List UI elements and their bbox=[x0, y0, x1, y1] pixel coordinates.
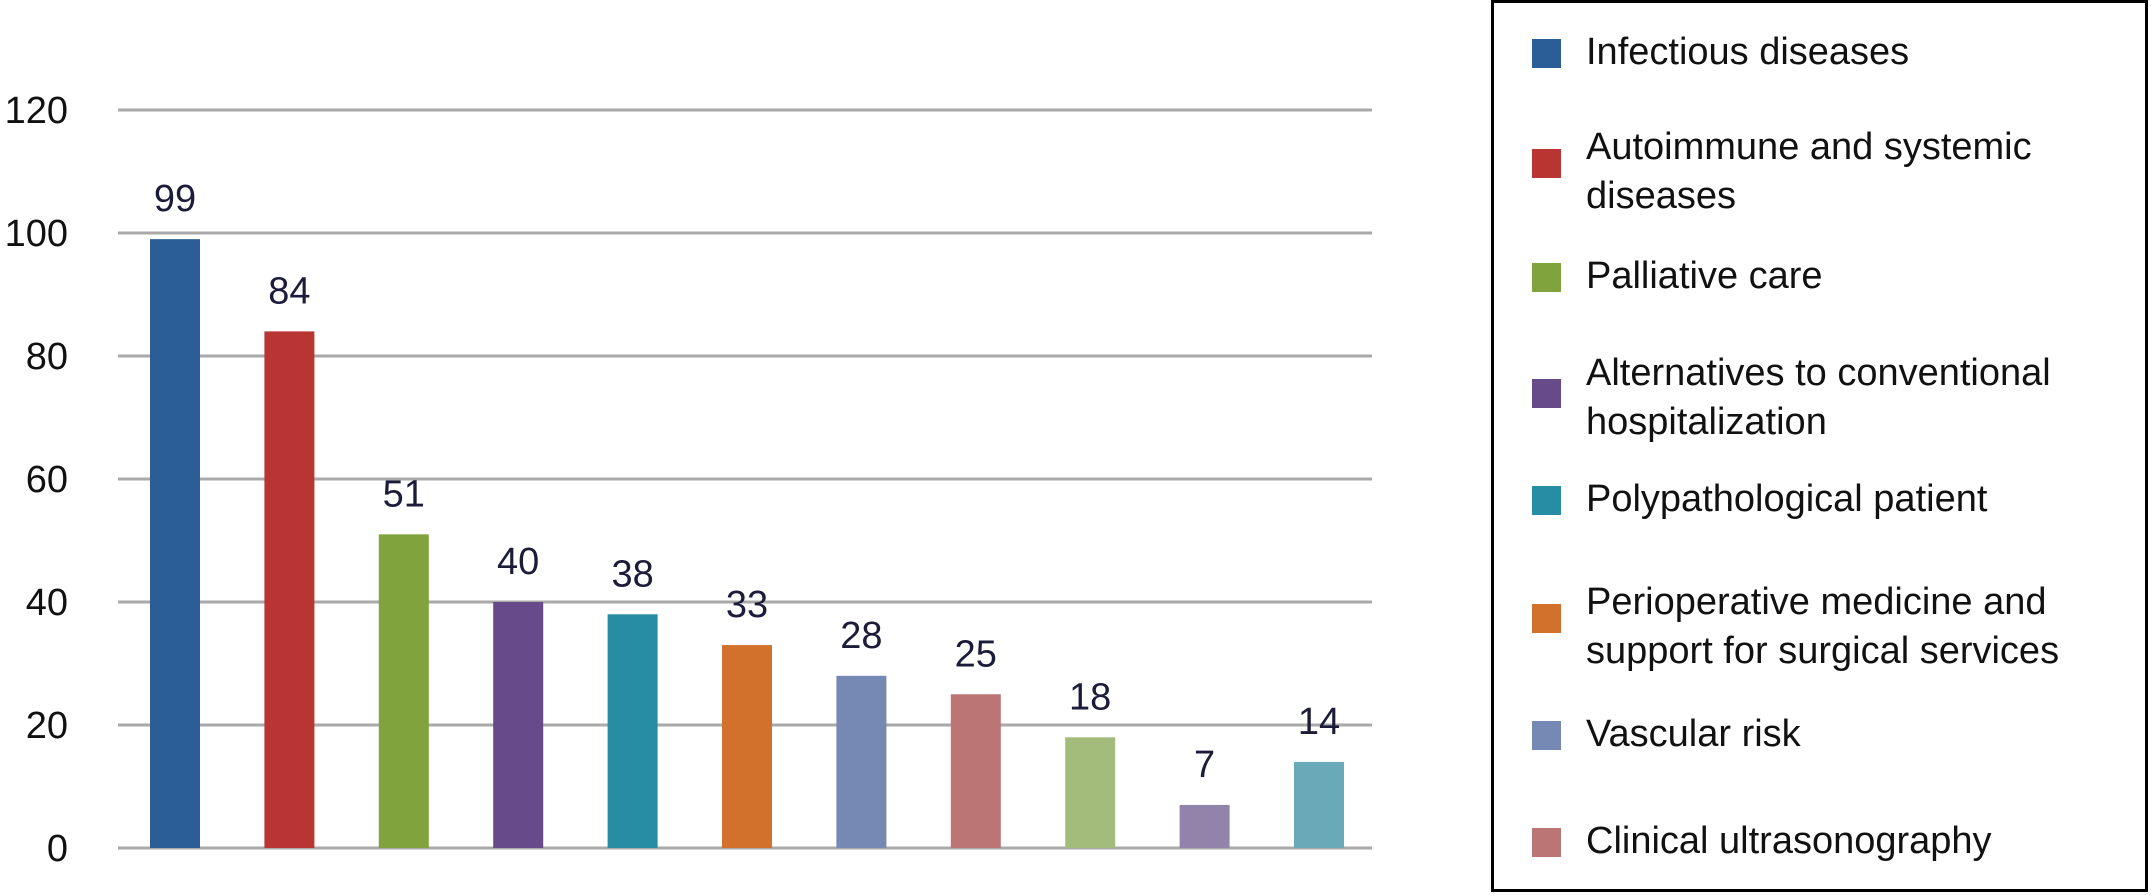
bar bbox=[607, 614, 658, 848]
y-tick-label: 120 bbox=[5, 90, 68, 132]
legend-swatch bbox=[1532, 263, 1561, 292]
bar-value-label: 99 bbox=[154, 178, 196, 220]
y-tick-label: 40 bbox=[26, 582, 68, 624]
bar-value-label: 28 bbox=[840, 615, 882, 657]
legend-label: Autoimmune and systemic diseases bbox=[1586, 126, 2032, 217]
bar-value-label: 33 bbox=[726, 584, 768, 626]
bar bbox=[722, 645, 772, 848]
bar bbox=[493, 602, 544, 848]
legend-swatch bbox=[1532, 604, 1561, 633]
bar bbox=[1179, 804, 1230, 848]
bar-value-label: 25 bbox=[955, 633, 997, 675]
bar bbox=[950, 694, 1001, 848]
legend-label: Alternatives to conventional hospitaliza… bbox=[1586, 352, 2051, 443]
legend-label: Polypathological patient bbox=[1586, 478, 1988, 520]
bar-value-label: 18 bbox=[1069, 676, 1111, 718]
legend-swatch bbox=[1532, 149, 1561, 178]
bar-value-label: 51 bbox=[383, 473, 425, 515]
legend-swatch bbox=[1532, 379, 1561, 408]
legend-label: Clinical ultrasonography bbox=[1586, 820, 1992, 862]
bar bbox=[150, 239, 200, 848]
bar-value-label: 40 bbox=[497, 541, 539, 583]
data-labels: 99 84 51 40 38 33 28 25 18 7 14 bbox=[154, 178, 1340, 786]
bar-value-label: 14 bbox=[1298, 701, 1340, 743]
legend-label: Infectious diseases bbox=[1586, 31, 1910, 73]
legend-swatch bbox=[1532, 486, 1561, 515]
legend: Infectious diseases Autoimmune and syste… bbox=[1491, 0, 2148, 892]
bar-value-label: 84 bbox=[268, 270, 310, 312]
bar-value-label: 7 bbox=[1194, 744, 1215, 786]
y-tick-label: 60 bbox=[26, 459, 68, 501]
y-tick-label: 80 bbox=[26, 336, 68, 378]
legend-swatch bbox=[1532, 721, 1561, 750]
legend-swatch bbox=[1532, 39, 1561, 68]
legend-label: Perioperative medicine and support for s… bbox=[1586, 581, 2060, 672]
bar bbox=[1065, 737, 1116, 848]
bar-value-label: 38 bbox=[611, 553, 653, 595]
bar bbox=[1294, 761, 1344, 848]
y-tick-label: 0 bbox=[47, 828, 68, 870]
legend-swatch bbox=[1532, 828, 1561, 857]
bar-chart: 0 20 40 60 80 100 120 99 84 51 40 38 33 28 25 18 7 14 bbox=[5, 90, 1372, 870]
bars bbox=[150, 239, 1344, 848]
y-tick-label: 20 bbox=[26, 705, 68, 747]
y-tick-label: 100 bbox=[5, 213, 68, 255]
bar bbox=[264, 331, 315, 848]
legend-label: Vascular risk bbox=[1586, 713, 1801, 755]
legend-label: Palliative care bbox=[1586, 255, 1823, 297]
y-axis-ticks: 0 20 40 60 80 100 120 bbox=[5, 90, 68, 870]
bar bbox=[836, 675, 887, 848]
bar bbox=[378, 534, 429, 848]
gridlines bbox=[118, 108, 1372, 850]
